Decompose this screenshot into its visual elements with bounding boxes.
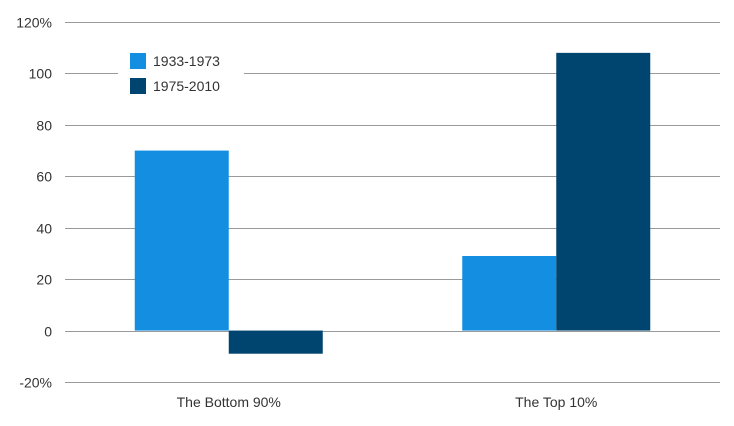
x-axis-category-labels: The Bottom 90% The Top 10% [177,394,598,410]
x-category-label: The Top 10% [515,394,597,410]
legend-label-1933-1973: 1933-1973 [153,53,220,69]
y-tick-label: 0 [44,324,52,340]
bar-1933-1973-bottom-90 [134,150,229,331]
bars [134,52,651,354]
y-tick-label: 60 [36,169,52,185]
y-tick-label: 20 [36,272,52,288]
y-axis-tick-labels: -20% 0 20 40 60 80 100 120% [16,15,52,391]
y-tick-label: 80 [36,118,52,134]
legend: 1933-1973 1975-2010 [118,44,244,104]
x-category-label: The Bottom 90% [177,394,281,410]
bar-1975-2010-top-10 [556,52,651,331]
y-tick-label: 100 [29,66,53,82]
bar-1975-2010-bottom-90 [228,330,323,354]
y-tick-label: 40 [36,221,52,237]
y-tick-label: -20% [19,375,52,391]
legend-swatch-1933-1973 [130,53,146,69]
legend-label-1975-2010: 1975-2010 [153,78,220,94]
legend-swatch-1975-2010 [130,78,146,94]
bar-1933-1973-top-10 [462,256,557,331]
y-tick-label: 120% [16,15,52,31]
